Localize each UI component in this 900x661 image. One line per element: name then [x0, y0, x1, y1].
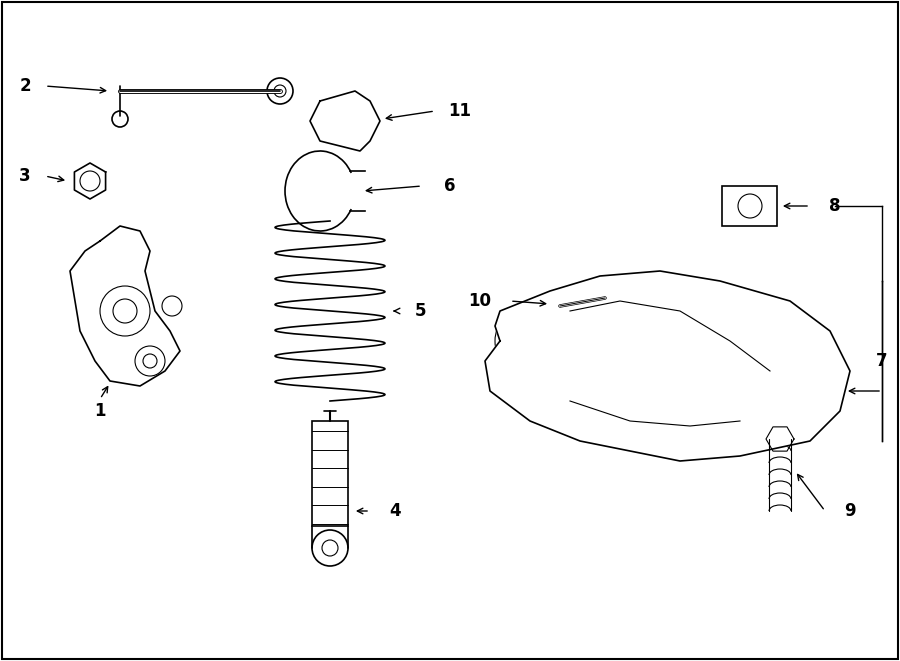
Text: 9: 9 — [844, 502, 856, 520]
Text: 1: 1 — [94, 402, 106, 420]
Text: 6: 6 — [445, 177, 455, 195]
Text: 3: 3 — [19, 167, 31, 185]
Text: 7: 7 — [877, 352, 887, 370]
Text: 4: 4 — [389, 502, 400, 520]
Polygon shape — [485, 271, 850, 461]
Bar — [722, 186, 777, 226]
Text: 5: 5 — [414, 302, 426, 320]
Bar — [312, 421, 348, 526]
Text: 10: 10 — [469, 292, 491, 310]
Text: 11: 11 — [448, 102, 472, 120]
Text: 2: 2 — [19, 77, 31, 95]
Text: 8: 8 — [829, 197, 841, 215]
